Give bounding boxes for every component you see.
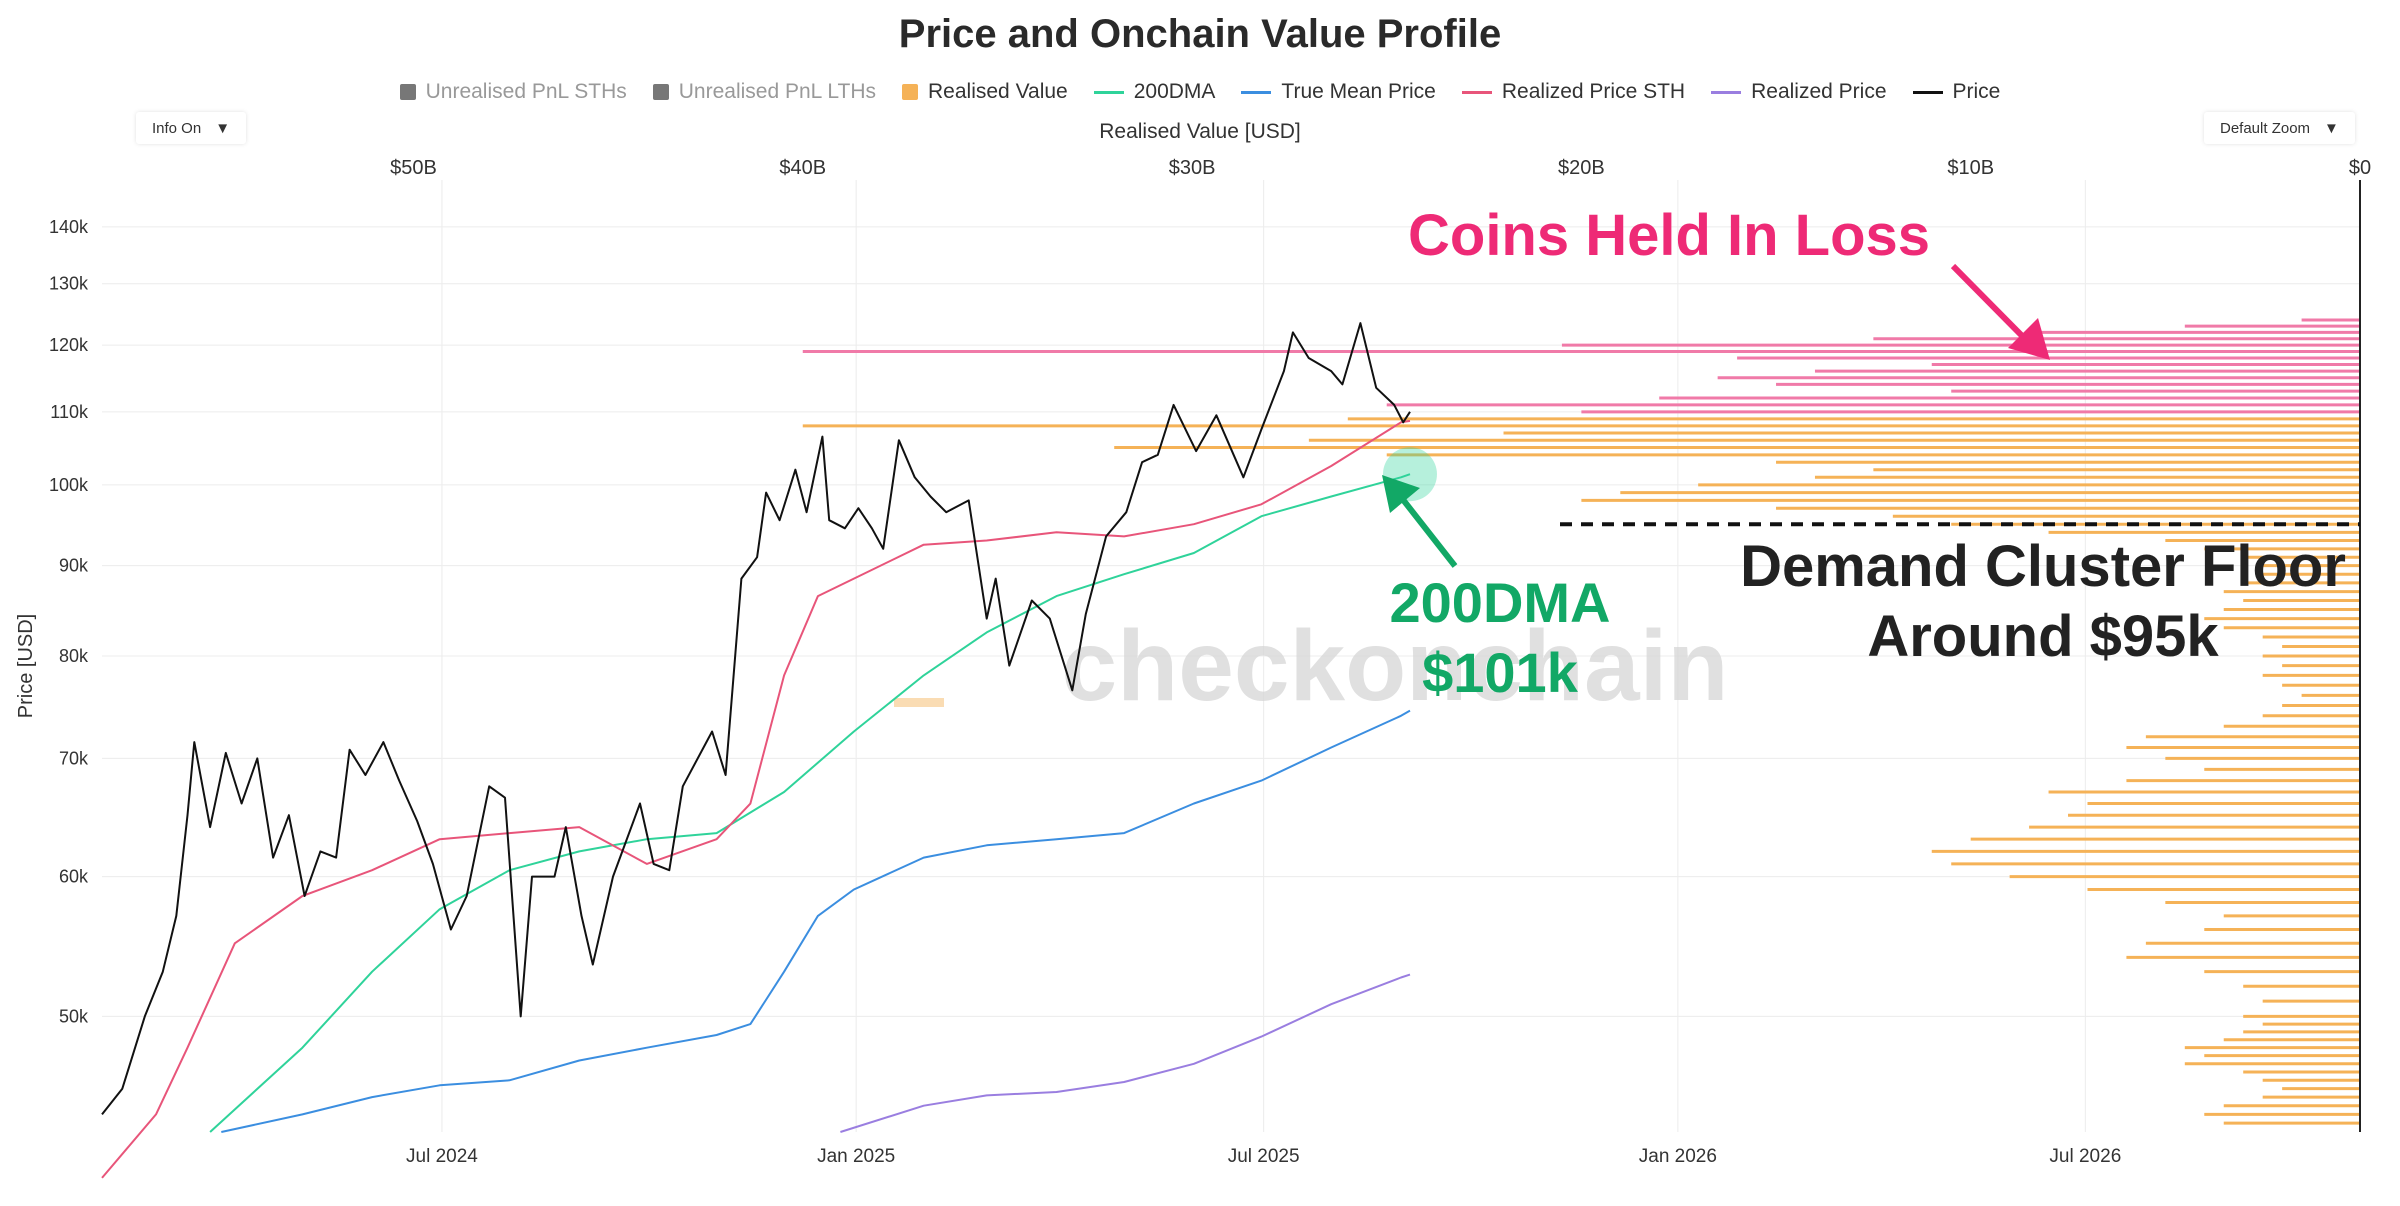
annotations: Coins Held In Loss 200DMA $101k Demand C…	[1382, 203, 2346, 704]
info-toggle-label: Info On	[152, 119, 202, 137]
y-tick-label: 100k	[49, 475, 89, 495]
y-tick-label: 50k	[59, 1006, 89, 1026]
chart-legend: Unrealised PnL STHs Unrealised PnL LTHs Re…	[0, 80, 2400, 104]
legend-swatch	[1711, 90, 1742, 94]
chevron-down-icon: ▼	[215, 119, 231, 137]
legend-label: True Mean Price	[1281, 80, 1436, 103]
chart-title: Price and Onchain Value Profile	[898, 12, 1502, 56]
legend-label: Unrealised PnL LTHs	[678, 80, 877, 103]
x-tick-label: Jan 2026	[1639, 1146, 1717, 1167]
legend-item[interactable]: Unrealised PnL STHs	[399, 80, 627, 104]
x2-axis-title: Realised Value [USD]	[1099, 120, 1301, 143]
legend-swatch	[1461, 90, 1492, 94]
y-tick-label: 70k	[59, 748, 89, 768]
x-tick-label: Jul 2026	[2049, 1146, 2121, 1167]
legend-swatch	[1241, 90, 1272, 94]
legend-item[interactable]: Realized Price	[1711, 80, 1887, 104]
x-tick-label: Jan 2025	[817, 1146, 895, 1167]
y-tick-label: 90k	[59, 556, 89, 576]
legend-label: Realised Value	[928, 80, 1068, 103]
legend-item[interactable]: Realised Value	[902, 80, 1068, 104]
x2-tick-label: $20B	[1558, 157, 1605, 179]
coins-loss-annotation: Coins Held In Loss	[1408, 203, 1930, 268]
dma-annotation-line2: $101k	[1422, 641, 1579, 704]
legend-label: Unrealised PnL STHs	[425, 80, 627, 103]
zoom-label: Default Zoom	[2220, 119, 2311, 137]
x-tick-label: Jul 2024	[406, 1146, 478, 1167]
price-line	[101, 322, 1411, 1116]
legend-label: Realized Price STH	[1501, 80, 1686, 103]
x2-tick-label: $40B	[779, 157, 826, 179]
info-toggle-dropdown[interactable]: Info On ▼	[136, 112, 247, 144]
legend-swatch	[652, 84, 669, 100]
y-tick-label: 130k	[49, 274, 89, 294]
legend-item[interactable]: Realized Price STH	[1461, 80, 1686, 104]
realised-value-profile	[802, 417, 2360, 1125]
legend-item[interactable]: 200DMA	[1093, 80, 1216, 104]
watermark-dash	[894, 698, 944, 707]
x2-tick-label: $50B	[390, 157, 437, 179]
dma-arrowhead	[1382, 475, 1420, 513]
floor-annotation-line2: Around $95k	[1867, 604, 2219, 669]
y-tick-label: 110k	[50, 402, 89, 422]
floor-annotation-line1: Demand Cluster Floor	[1740, 534, 2346, 599]
dma-annotation-line1: 200DMA	[1390, 571, 1611, 634]
loss-profile	[802, 318, 2360, 414]
watermark: checkonchain	[1062, 610, 1729, 722]
coins-loss-arrowhead	[2008, 318, 2050, 360]
legend-label: Price	[1952, 80, 2001, 103]
y-tick-label: 60k	[59, 867, 89, 887]
x2-tick-label: $30B	[1169, 157, 1216, 179]
legend-item[interactable]: True Mean Price	[1241, 80, 1436, 104]
y-tick-label: 140k	[49, 217, 89, 237]
realized-price-line	[840, 973, 1411, 1133]
legend-swatch	[399, 84, 416, 100]
legend-item[interactable]: Unrealised PnL LTHs	[652, 80, 877, 104]
realized-price-sth-line	[101, 419, 1411, 1179]
legend-item[interactable]: Price	[1912, 80, 2001, 104]
x-tick-label: Jul 2025	[1228, 1146, 1300, 1167]
chevron-down-icon: ▼	[2324, 119, 2339, 137]
axes: Jul 2024 Jan 2025 Jul 2025 Jan 2026 Jul 2026…	[15, 157, 2371, 1167]
series-lines	[101, 322, 1437, 1179]
legend-label: Realized Price	[1751, 80, 1887, 103]
y-tick-label: 80k	[59, 646, 89, 666]
legend-label: 200DMA	[1133, 80, 1216, 103]
legend-swatch	[1093, 90, 1124, 94]
legend-swatch	[902, 84, 919, 100]
dma-arrow	[1394, 490, 1458, 568]
x2-tick-label: $10B	[1947, 157, 1994, 179]
grid	[102, 180, 2360, 1132]
x2-tick-label: $0	[2349, 157, 2371, 179]
200dma-line	[209, 473, 1411, 1133]
zoom-dropdown[interactable]: Default Zoom ▼	[2204, 112, 2355, 144]
y-tick-label: 120k	[49, 335, 89, 355]
true-mean-price-line	[221, 709, 1411, 1133]
y-axis-title: Price [USD]	[15, 614, 37, 718]
legend-swatch	[1912, 90, 1943, 94]
